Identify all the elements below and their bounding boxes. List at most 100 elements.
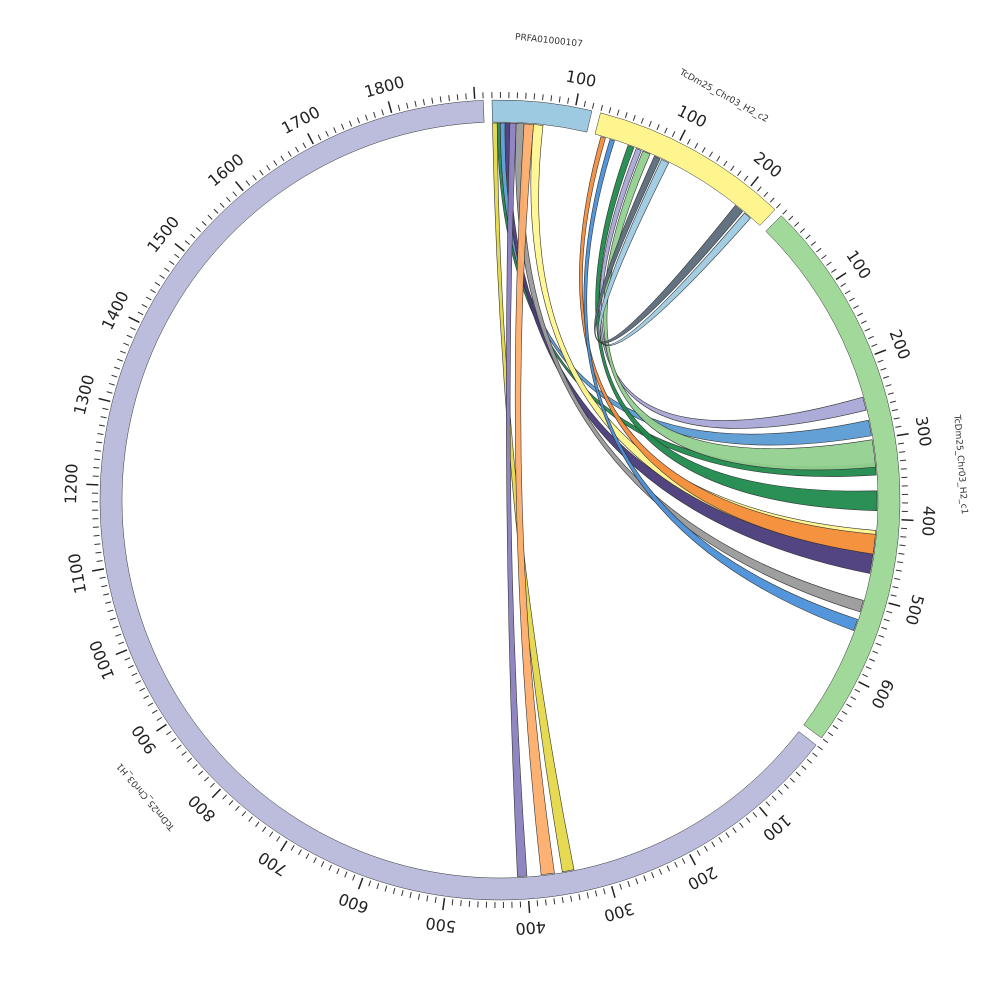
minor-tick	[882, 375, 889, 379]
minor-tick	[213, 208, 219, 214]
major-tick	[888, 602, 901, 607]
minor-tick	[228, 800, 234, 806]
minor-tick	[743, 175, 749, 182]
minor-tick	[757, 186, 762, 192]
minor-tick	[619, 883, 623, 890]
minor-tick	[384, 885, 388, 892]
tick-label: 1100	[64, 552, 90, 595]
minor-tick	[782, 209, 788, 215]
minor-tick	[885, 384, 892, 387]
minor-tick	[102, 407, 109, 411]
minor-tick	[542, 94, 544, 101]
minor-tick	[118, 641, 125, 645]
minor-tick	[837, 717, 843, 723]
link-ribbon-9	[583, 139, 858, 631]
minor-tick	[696, 850, 701, 856]
links-layer	[492, 122, 878, 877]
minor-tick	[176, 744, 182, 750]
minor-tick	[862, 673, 868, 678]
minor-tick	[627, 880, 631, 887]
minor-tick	[392, 887, 396, 894]
minor-tick	[439, 96, 442, 103]
link-ribbon-7	[530, 124, 877, 555]
link-ribbon-4	[506, 122, 528, 877]
minor-tick	[222, 794, 228, 800]
minor-tick	[131, 672, 138, 677]
minor-tick	[583, 100, 586, 108]
minor-tick	[877, 359, 884, 363]
minor-tick	[116, 358, 123, 362]
minor-tick	[536, 900, 539, 907]
segment-label: PRFA01000107	[514, 33, 583, 50]
major-tick	[174, 243, 185, 252]
tick-label: 200	[885, 327, 914, 362]
minor-tick	[426, 895, 429, 902]
minor-tick	[567, 97, 570, 104]
minor-tick	[860, 320, 867, 324]
minor-tick	[422, 99, 425, 106]
minor-tick	[201, 220, 207, 226]
major-tick	[901, 519, 914, 522]
tick-label: 600	[867, 676, 898, 712]
minor-tick	[898, 442, 905, 445]
minor-tick	[686, 138, 691, 145]
minor-tick	[730, 165, 735, 172]
major-tick	[211, 788, 222, 799]
minor-tick	[777, 789, 783, 795]
minor-tick	[100, 416, 107, 419]
minor-tick	[711, 841, 716, 848]
minor-tick	[887, 392, 894, 395]
tick-label: 100	[759, 811, 795, 845]
link-ribbon-8	[579, 136, 876, 555]
minor-tick	[875, 642, 882, 646]
minor-tick	[723, 160, 728, 167]
minor-tick	[295, 146, 299, 153]
minor-tick	[94, 458, 101, 461]
major-tick	[473, 86, 476, 99]
minor-tick	[135, 680, 142, 684]
minor-tick	[603, 888, 606, 895]
minor-tick	[591, 102, 595, 109]
minor-tick	[290, 845, 295, 851]
minor-tick	[900, 536, 907, 538]
minor-tick	[664, 127, 668, 134]
minor-tick	[325, 130, 329, 137]
minor-tick	[656, 124, 660, 131]
minor-tick	[533, 93, 536, 100]
minor-tick	[198, 770, 204, 776]
minor-tick	[137, 311, 144, 316]
minor-tick	[451, 899, 454, 906]
minor-tick	[681, 858, 686, 864]
minor-tick	[886, 610, 893, 614]
minor-tick	[594, 890, 598, 897]
minor-tick	[570, 895, 573, 902]
minor-tick	[635, 878, 639, 885]
minor-tick	[716, 156, 721, 162]
minor-tick	[864, 328, 871, 332]
minor-tick	[245, 180, 251, 186]
major-tick	[874, 349, 887, 356]
link-ribbon-13	[594, 155, 744, 344]
minor-tick	[159, 274, 165, 279]
minor-tick	[368, 880, 372, 887]
major-tick	[896, 432, 909, 437]
major-tick	[98, 397, 111, 403]
minor-tick	[298, 849, 302, 856]
minor-tick	[869, 658, 875, 662]
minor-tick	[841, 710, 848, 715]
minor-tick	[328, 864, 332, 871]
minor-tick	[207, 214, 213, 220]
link-ribbon-14	[598, 158, 751, 347]
minor-tick	[248, 816, 253, 822]
minor-tick	[898, 552, 905, 555]
minor-tick	[302, 142, 307, 149]
minor-tick	[894, 577, 901, 581]
segment-label: TcDm25_Chr03_H2_c1	[951, 413, 969, 514]
minor-tick	[816, 247, 822, 253]
minor-tick	[827, 731, 834, 737]
tick-label: 1600	[204, 150, 247, 191]
minor-tick	[883, 618, 890, 622]
minor-tick	[600, 104, 604, 112]
minor-tick	[805, 234, 811, 240]
minor-tick	[832, 724, 839, 730]
